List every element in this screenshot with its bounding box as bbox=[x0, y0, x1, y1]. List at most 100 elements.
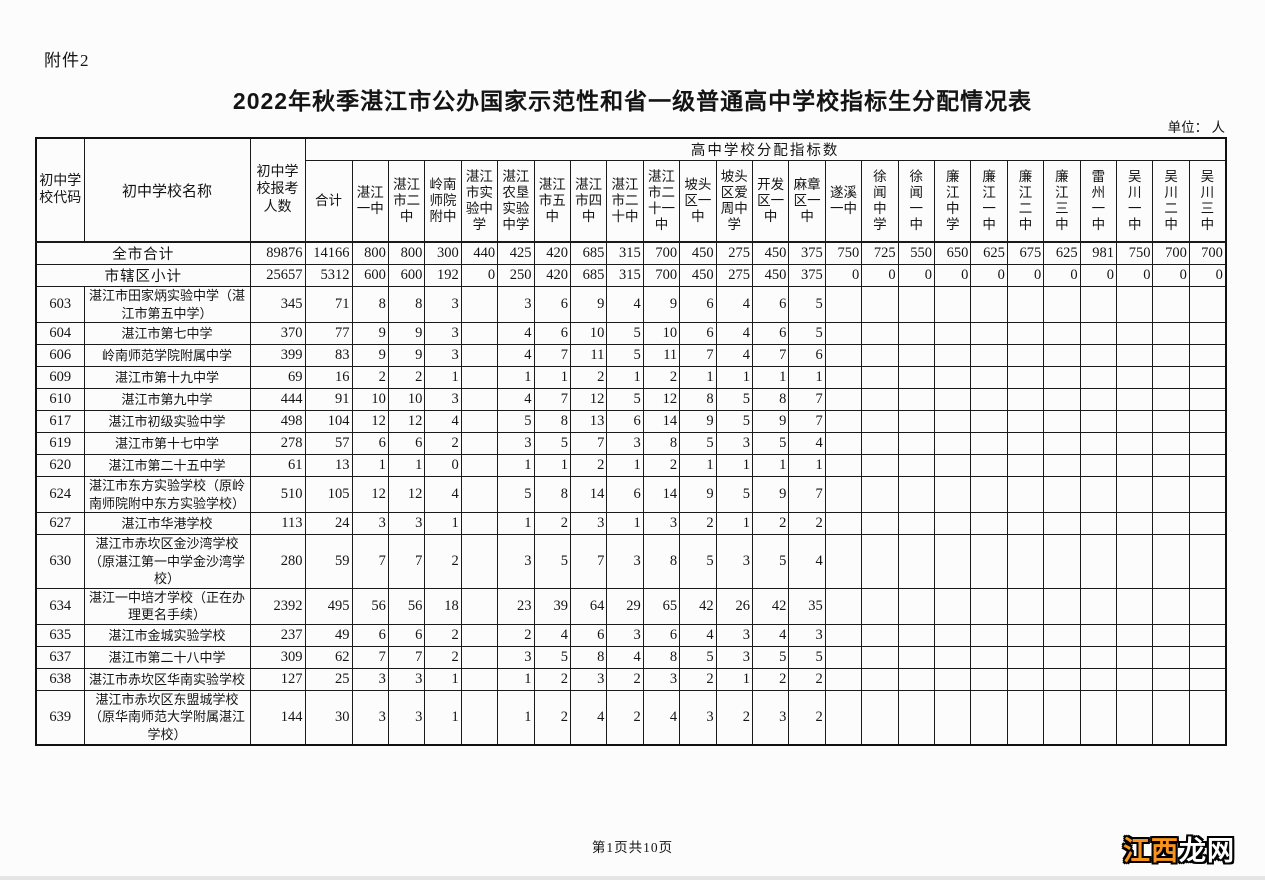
quota-cell bbox=[1188, 476, 1227, 514]
quota-cell: 5 bbox=[606, 388, 644, 412]
quota-cell: 3 bbox=[351, 667, 389, 691]
quota-cell bbox=[1043, 534, 1081, 589]
quota-cell bbox=[1116, 454, 1154, 478]
quota-cell bbox=[897, 476, 936, 514]
quota-cell: 42 bbox=[679, 587, 717, 625]
quota-cell bbox=[1043, 432, 1081, 456]
school-name-cell: 湛江市第九中学 bbox=[83, 388, 251, 412]
quota-cell: 6 bbox=[751, 322, 790, 346]
quota-cell bbox=[861, 285, 899, 324]
quota-cell: 4 bbox=[497, 388, 535, 412]
quota-cell bbox=[824, 454, 863, 478]
summary-name-cell: 市辖区小计 bbox=[35, 264, 251, 287]
quota-cell: 495 bbox=[304, 587, 353, 625]
quota-cell bbox=[460, 689, 499, 746]
quota-cell: 2 bbox=[533, 689, 571, 746]
quota-cell: 1 bbox=[497, 454, 535, 478]
quota-cell bbox=[824, 623, 863, 647]
quota-cell: 375 bbox=[788, 264, 826, 287]
quota-cell bbox=[897, 410, 936, 434]
table-row: 627 湛江市华港学校 113 24 3 3 1 1 2 3 1 3 2 1 2 2 bbox=[35, 512, 1227, 536]
header-column-label: 坡头区一中 bbox=[684, 177, 712, 224]
quota-cell bbox=[861, 366, 899, 390]
quota-cell: 2 bbox=[642, 366, 681, 390]
quota-cell: 5 bbox=[606, 344, 644, 368]
quota-cell: 1 bbox=[424, 689, 462, 746]
quota-cell: 64 bbox=[569, 587, 608, 625]
quota-cell: 2 bbox=[387, 366, 426, 390]
quota-cell: 5 bbox=[679, 432, 717, 456]
school-name-cell: 湛江市东方实验学校（原岭南师院附中东方实验学校） bbox=[83, 476, 251, 514]
quota-cell: 3 bbox=[497, 432, 535, 456]
quota-cell: 13 bbox=[569, 410, 608, 434]
quota-cell: 425 bbox=[497, 241, 535, 265]
quota-cell: 1 bbox=[788, 366, 826, 390]
header-column-22: 吴川一中 bbox=[1116, 160, 1154, 243]
quota-cell: 5 bbox=[715, 388, 753, 412]
quota-cell: 1 bbox=[715, 454, 753, 478]
quota-cell: 600 bbox=[351, 264, 389, 287]
quota-cell bbox=[1079, 388, 1118, 412]
summary-row: 市辖区小计 25657 5312 600 600 192 0 250 420 685 315 700 4… bbox=[35, 264, 1227, 287]
quota-cell: 2 bbox=[424, 645, 462, 669]
table-row: 634 湛江一中培才学校（正在办理更名手续） 2392 495 56 56 18 23 39 64… bbox=[35, 587, 1227, 625]
header-column-10: 坡头区一中 bbox=[679, 160, 717, 243]
quota-cell: 8 bbox=[642, 645, 681, 669]
applicants-cell: 89876 bbox=[249, 241, 306, 265]
attachment-label: 附件2 bbox=[44, 51, 90, 70]
quota-cell: 7 bbox=[679, 344, 717, 368]
quota-cell bbox=[970, 667, 1008, 691]
school-name-cell: 湛江市赤坎区东盟城学校（原华南师范大学附属湛江学校） bbox=[83, 689, 251, 746]
quota-cell: 2 bbox=[751, 512, 790, 536]
quota-cell: 4 bbox=[715, 322, 753, 346]
quota-cell: 300 bbox=[424, 241, 462, 265]
header-column-21: 雷州一中 bbox=[1079, 160, 1118, 243]
quota-cell bbox=[1152, 587, 1190, 625]
header-column-label: 坡头区爱周中学 bbox=[720, 169, 748, 232]
quota-cell: 0 bbox=[824, 264, 863, 287]
quota-cell: 5 bbox=[533, 432, 571, 456]
quota-cell: 9 bbox=[351, 344, 389, 368]
applicants-cell: 144 bbox=[249, 689, 306, 746]
school-name-cell: 湛江市赤坎区华南实验学校 bbox=[83, 667, 251, 691]
header-column-2: 湛江市二中 bbox=[387, 160, 426, 243]
quota-cell bbox=[1188, 645, 1227, 669]
quota-cell: 800 bbox=[387, 241, 426, 265]
quota-cell bbox=[897, 689, 936, 746]
school-code-cell: 624 bbox=[35, 476, 85, 514]
table-row: 609 湛江市第十九中学 69 16 2 2 1 1 1 2 1 2 1 1 1 1 bbox=[35, 366, 1227, 390]
quota-cell bbox=[1116, 432, 1154, 456]
quota-cell: 550 bbox=[897, 241, 936, 265]
quota-cell bbox=[460, 645, 499, 669]
school-code-cell: 606 bbox=[35, 344, 85, 368]
quota-cell: 3 bbox=[569, 667, 608, 691]
quota-cell: 4 bbox=[751, 623, 790, 647]
quota-cell: 8 bbox=[751, 388, 790, 412]
quota-cell bbox=[1116, 285, 1154, 324]
school-name-cell: 湛江市初级实验中学 bbox=[83, 410, 251, 434]
quota-cell: 7 bbox=[351, 645, 389, 669]
quota-cell: 3 bbox=[569, 512, 608, 536]
quota-cell bbox=[933, 512, 972, 536]
quota-cell: 5 bbox=[715, 410, 753, 434]
watermark-text-left: 江西 bbox=[1123, 836, 1179, 866]
quota-cell bbox=[460, 623, 499, 647]
quota-cell: 1 bbox=[533, 366, 571, 390]
quota-cell bbox=[933, 410, 972, 434]
school-name-cell: 湛江一中培才学校（正在办理更名手续） bbox=[83, 587, 251, 625]
applicants-cell: 498 bbox=[249, 410, 306, 434]
quota-cell: 57 bbox=[304, 432, 353, 456]
quota-cell bbox=[861, 534, 899, 589]
quota-cell: 6 bbox=[351, 432, 389, 456]
table-row: 603 湛江市田家炳实验中学（湛江市第五中学） 345 71 8 8 3 3 6 9 4 9 6 4 6 5 bbox=[35, 285, 1227, 324]
quota-cell: 4 bbox=[424, 410, 462, 434]
quota-cell: 12 bbox=[642, 388, 681, 412]
quota-cell: 5 bbox=[497, 476, 535, 514]
header-column-4: 湛江市实验中学 bbox=[460, 160, 499, 243]
quota-cell: 62 bbox=[304, 645, 353, 669]
quota-cell: 1 bbox=[497, 667, 535, 691]
quota-cell: 9 bbox=[351, 322, 389, 346]
quota-cell bbox=[1006, 410, 1045, 434]
quota-cell bbox=[1116, 476, 1154, 514]
quota-cell bbox=[933, 366, 972, 390]
